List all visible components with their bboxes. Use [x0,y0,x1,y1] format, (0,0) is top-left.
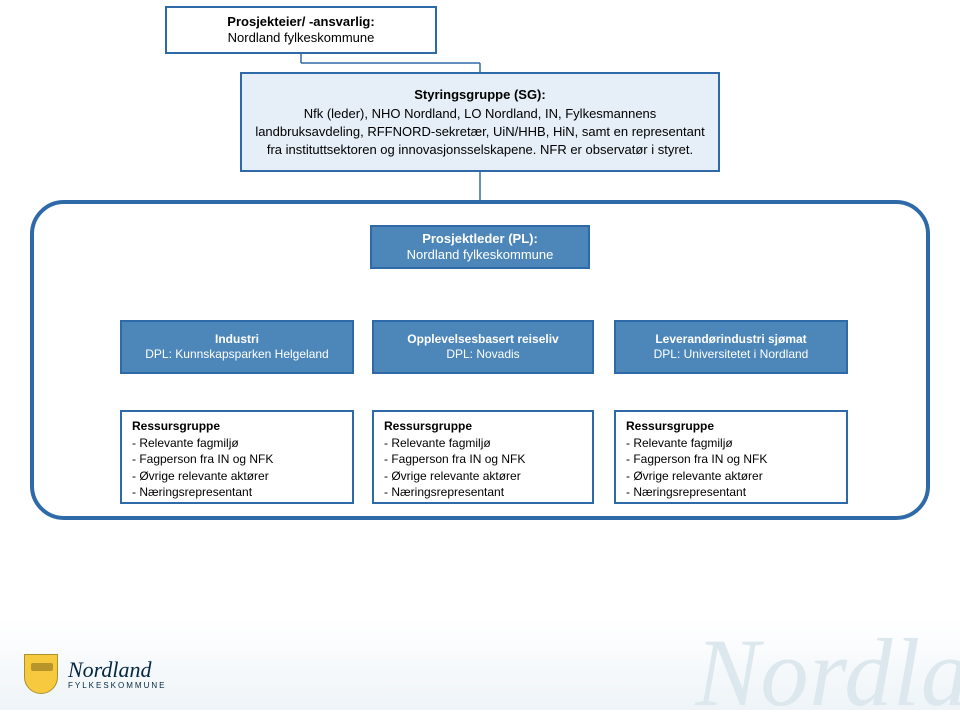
owner-title: Prosjekteier/ -ansvarlig: [227,14,374,30]
res3-i2: - Øvrige relevante aktører [626,468,763,484]
pl-body: Nordland fylkeskommune [407,247,554,263]
logo-text: Nordland FYLKESKOMMUNE [68,659,166,690]
branch2-body: DPL: Novadis [446,347,519,362]
branch1-title: Industri [215,332,259,347]
res1-i0: - Relevante fagmiljø [132,435,239,451]
res2-i3: - Næringsrepresentant [384,484,504,500]
steering-body: Nfk (leder), NHO Nordland, LO Nordland, … [252,105,708,158]
res2-i1: - Fagperson fra IN og NFK [384,451,525,467]
owner-box: Prosjekteier/ -ansvarlig: Nordland fylke… [165,6,437,54]
res2-i2: - Øvrige relevante aktører [384,468,521,484]
res3-i0: - Relevante fagmiljø [626,435,733,451]
branch3-body: DPL: Universitetet i Nordland [654,347,809,362]
resource-box-2: Ressursgruppe - Relevante fagmiljø - Fag… [372,410,594,504]
branch-reiseliv: Opplevelsesbasert reiseliv DPL: Novadis [372,320,594,374]
branch1-body: DPL: Kunnskapsparken Helgeland [145,347,328,362]
steering-box: Styringsgruppe (SG): Nfk (leder), NHO No… [240,72,720,172]
resource-box-3: Ressursgruppe - Relevante fagmiljø - Fag… [614,410,848,504]
pl-box: Prosjektleder (PL): Nordland fylkeskommu… [370,225,590,269]
resource-box-1: Ressursgruppe - Relevante fagmiljø - Fag… [120,410,354,504]
branch-sjomat: Leverandørindustri sjømat DPL: Universit… [614,320,848,374]
steering-title: Styringsgruppe (SG): [414,86,545,104]
res3-i1: - Fagperson fra IN og NFK [626,451,767,467]
branch3-title: Leverandørindustri sjømat [655,332,806,347]
branch-industri: Industri DPL: Kunnskapsparken Helgeland [120,320,354,374]
diagram-stage: Nordla Prosjekteier/ -ansvarlig: Nordlan… [0,0,960,710]
res1-title: Ressursgruppe [132,418,220,434]
logo-word: Nordland [68,659,166,681]
vri-team-label: VRI-teamet [145,240,273,257]
branch2-title: Opplevelsesbasert reiseliv [407,332,558,347]
pl-title: Prosjektleder (PL): [422,231,538,247]
res1-i2: - Øvrige relevante aktører [132,468,269,484]
nordland-logo: Nordland FYLKESKOMMUNE [24,654,166,694]
res3-i3: - Næringsrepresentant [626,484,746,500]
res2-i0: - Relevante fagmiljø [384,435,491,451]
res3-title: Ressursgruppe [626,418,714,434]
res2-title: Ressursgruppe [384,418,472,434]
logo-sub: FYLKESKOMMUNE [68,682,166,690]
owner-body: Nordland fylkeskommune [228,30,375,46]
res1-i1: - Fagperson fra IN og NFK [132,451,273,467]
res1-i3: - Næringsrepresentant [132,484,252,500]
crest-icon [24,654,58,694]
